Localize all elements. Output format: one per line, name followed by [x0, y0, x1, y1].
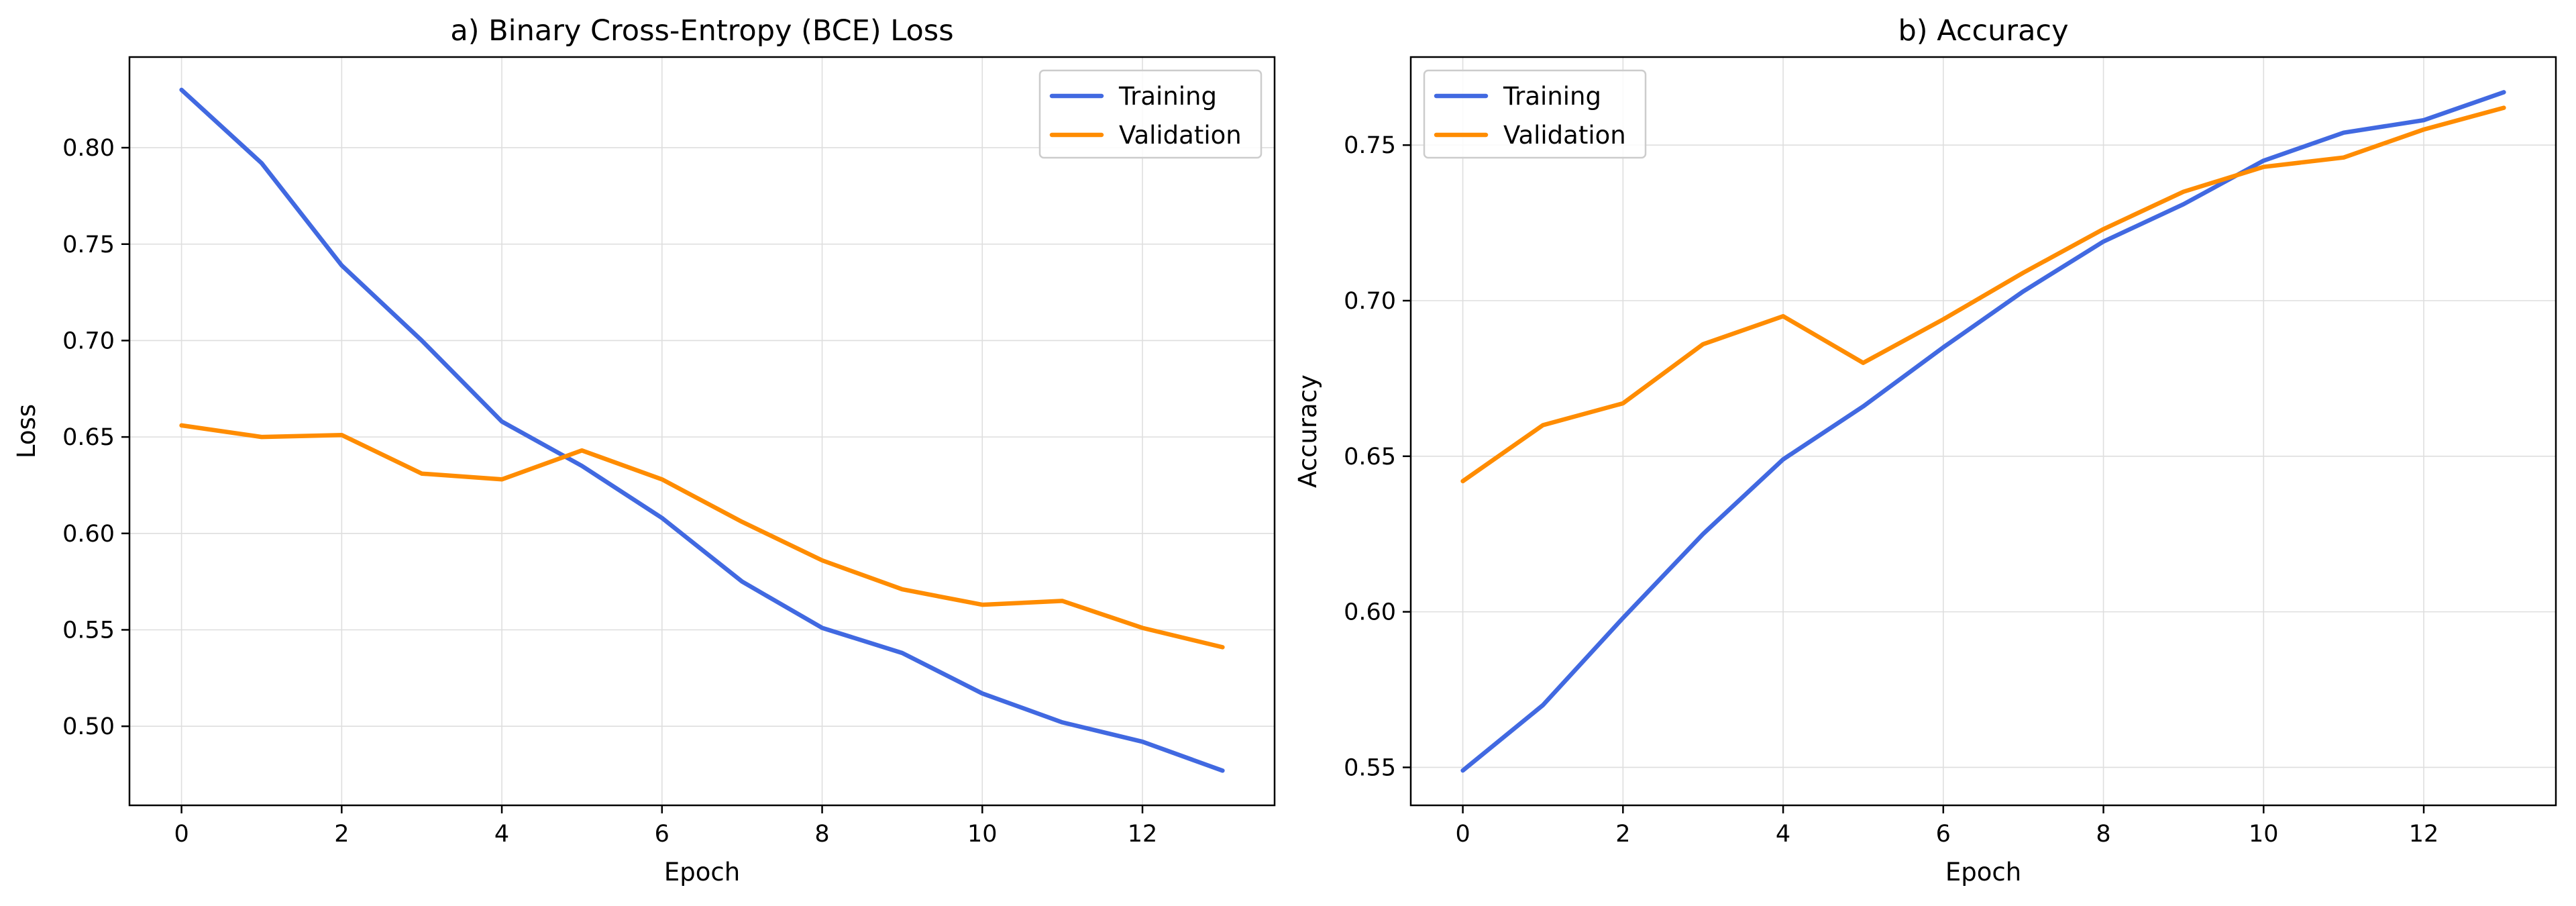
legend: Training Validation — [1423, 69, 1647, 159]
y-axis-label: Accuracy — [1293, 374, 1322, 488]
x-axis-label: Epoch — [664, 858, 740, 887]
y-axis-label: Loss — [12, 404, 41, 458]
legend-label-validation: Validation — [1503, 121, 1626, 150]
x-tick-label: 4 — [494, 821, 509, 848]
y-tick-label: 0.55 — [62, 617, 115, 644]
chart-title: a) Binary Cross-Entropy (BCE) Loss — [450, 14, 953, 48]
y-tick-label: 0.70 — [1344, 288, 1396, 315]
series-line-validation — [1460, 105, 2506, 484]
chart-title: b) Accuracy — [1898, 14, 2068, 48]
x-tick-label: 2 — [334, 821, 349, 848]
x-axis-label: Epoch — [1945, 858, 2021, 887]
y-tick-label: 0.65 — [1344, 444, 1396, 470]
series-line-training — [1460, 90, 2506, 773]
y-tick-label: 0.75 — [62, 232, 115, 258]
loss-chart: 0 2 4 6 8 10 12 0.50 0.55 0.60 0.65 0.70 0.75 0.80 a) … — [12, 14, 1276, 887]
y-tick-label: 0.55 — [1344, 754, 1396, 781]
x-tick-label: 8 — [2096, 821, 2110, 848]
x-tick-label: 0 — [174, 821, 189, 848]
x-tick-label: 2 — [1615, 821, 1630, 848]
x-tick-label: 12 — [1128, 821, 1158, 848]
y-tick-label: 0.50 — [62, 713, 115, 740]
legend: Training Validation — [1038, 69, 1263, 159]
series-line-validation — [179, 423, 1225, 650]
y-tick-label: 0.60 — [62, 521, 115, 548]
y-tick-label: 0.75 — [1344, 132, 1396, 159]
y-tick-label: 0.60 — [1344, 599, 1396, 626]
y-tick-label: 0.70 — [62, 328, 115, 354]
y-tick-label: 0.80 — [62, 135, 115, 162]
series-line-training — [179, 87, 1225, 773]
x-tick-label: 4 — [1776, 821, 1790, 848]
accuracy-chart: 0 2 4 6 8 10 12 0.55 0.60 0.65 0.70 0.75 b) Accuracy… — [1293, 14, 2557, 887]
y-tick-label: 0.65 — [62, 424, 115, 451]
legend-label-training: Training — [1503, 82, 1601, 111]
x-tick-label: 8 — [814, 821, 829, 848]
x-tick-label: 10 — [2249, 821, 2279, 848]
plot-frame — [1409, 56, 2557, 807]
x-tick-label: 6 — [1936, 821, 1951, 848]
x-tick-label: 6 — [655, 821, 669, 848]
x-tick-label: 12 — [2409, 821, 2439, 848]
x-tick-label: 0 — [1455, 821, 1470, 848]
legend-label-validation: Validation — [1119, 121, 1242, 150]
x-tick-label: 10 — [967, 821, 998, 848]
plot-frame — [128, 56, 1276, 807]
legend-label-training: Training — [1118, 82, 1217, 111]
